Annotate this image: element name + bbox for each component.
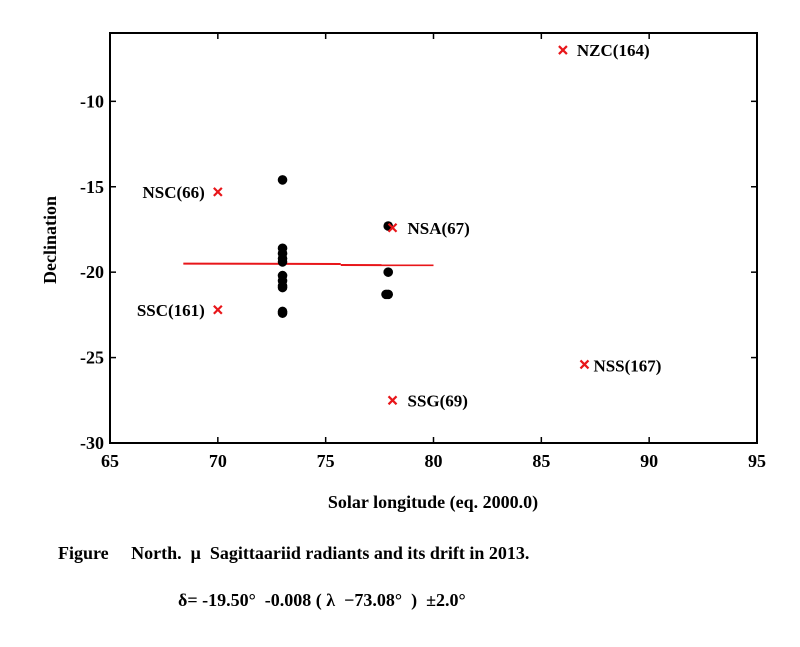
cross-stroke xyxy=(387,395,398,406)
x-tick-label: 80 xyxy=(425,451,443,471)
tick-labels: 65 70 75 80 85 90 95 -10 -15 -20 -25 -30 xyxy=(80,91,766,471)
cross-stroke xyxy=(387,222,398,233)
y-tick-label: -15 xyxy=(80,177,104,197)
x-tick-label: 70 xyxy=(209,451,227,471)
drift-fit-line xyxy=(183,262,434,267)
plot-frame xyxy=(109,32,758,444)
reference-radiant-marker xyxy=(387,222,398,233)
scatter-chart: 65 70 75 80 85 90 95 -10 -15 -20 -25 -30 NZC(164) NS… xyxy=(40,32,766,513)
reference-radiants: NZC(164) NSC(66) NSA(67) SSC(161) NSS(167) SS… xyxy=(137,41,662,410)
reference-radiant-label: NSA(67) xyxy=(408,219,470,238)
y-tick-label: -20 xyxy=(80,262,104,282)
radiant-point xyxy=(383,267,394,277)
reference-radiant-label: NZC(164) xyxy=(577,41,650,60)
reference-radiant-label: SSC(161) xyxy=(137,301,205,320)
y-tick-label: -25 xyxy=(80,348,104,368)
cross-stroke xyxy=(213,187,223,197)
y-axis-title: Declination xyxy=(40,196,60,284)
cross-stroke xyxy=(213,304,223,315)
x-tick-label: 95 xyxy=(748,451,766,471)
radiant-points xyxy=(277,175,394,318)
radiant-point xyxy=(383,289,394,300)
reference-radiant-marker xyxy=(213,187,223,197)
radiant-point xyxy=(277,257,288,267)
reference-radiant-marker xyxy=(387,395,398,406)
radiant-point xyxy=(277,282,288,293)
x-tick-label: 85 xyxy=(532,451,550,471)
reference-radiant-label: NSC(66) xyxy=(142,183,204,202)
drift-equation: δ= -19.50° -0.008 ( λ −73.08° ) ±2.0° xyxy=(178,590,466,610)
x-tick-label: 75 xyxy=(317,451,335,471)
radiant-point xyxy=(277,175,288,185)
axes xyxy=(109,32,758,444)
cross-stroke xyxy=(558,45,568,55)
reference-radiant-marker xyxy=(558,45,568,55)
radiant-point xyxy=(277,308,288,318)
figure-caption: Figure North. μ Sagittaariid radiants an… xyxy=(58,543,530,563)
reference-radiant-label: SSG(69) xyxy=(408,391,468,410)
y-tick-label: -30 xyxy=(80,433,104,453)
x-tick-label: 90 xyxy=(640,451,658,471)
x-tick-label: 65 xyxy=(101,451,119,471)
reference-radiant-label: NSS(167) xyxy=(593,356,661,375)
cross-stroke xyxy=(579,359,590,370)
reference-radiant-marker xyxy=(213,304,223,315)
y-tick-label: -10 xyxy=(80,91,104,111)
reference-radiant-marker xyxy=(579,359,590,370)
x-axis-title: Solar longitude (eq. 2000.0) xyxy=(328,492,538,513)
